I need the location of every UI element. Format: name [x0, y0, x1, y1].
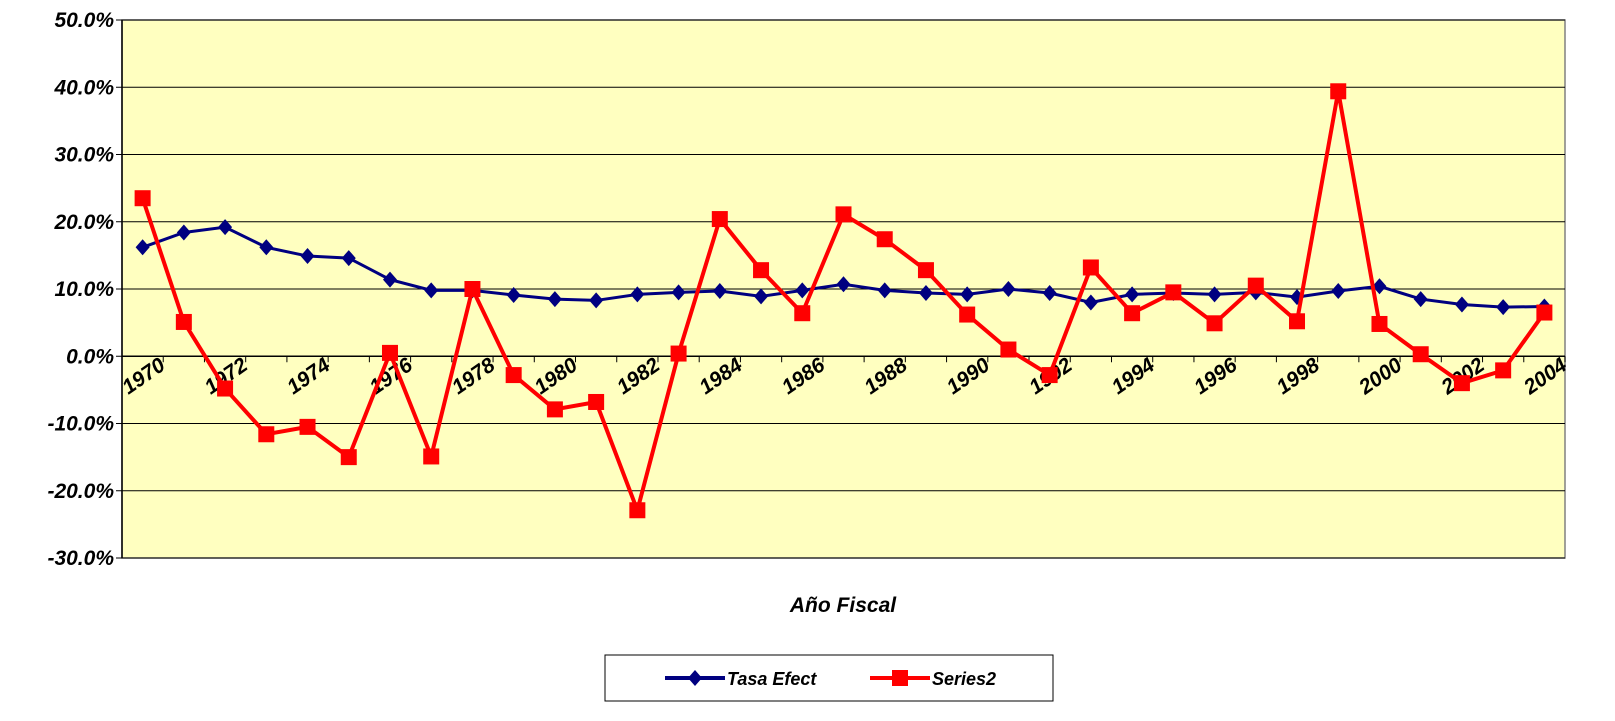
point [424, 282, 439, 299]
point [1536, 304, 1553, 321]
point [134, 190, 151, 207]
point [218, 219, 233, 236]
point [589, 292, 604, 309]
y-tick-label: -20.0% [47, 480, 114, 503]
point [300, 248, 315, 265]
point [1371, 315, 1388, 332]
point [1165, 284, 1182, 301]
point [259, 239, 274, 256]
point [1413, 291, 1428, 308]
point [1247, 277, 1264, 294]
point [464, 281, 481, 297]
point [382, 271, 397, 288]
point [1412, 346, 1429, 363]
point [960, 286, 975, 303]
point [711, 211, 728, 228]
point [588, 393, 605, 410]
point [1083, 294, 1098, 311]
y-tick-label: 40.0% [53, 76, 114, 99]
point [547, 291, 562, 308]
point [918, 285, 933, 302]
point [423, 448, 440, 465]
point [217, 380, 234, 397]
point [629, 502, 646, 519]
legend-label: Tasa Efect [727, 669, 817, 689]
point [1124, 305, 1141, 322]
y-tick-label: 20.0% [53, 211, 114, 234]
point [877, 282, 892, 299]
point [917, 262, 934, 279]
point [1041, 367, 1058, 384]
y-tick-label: -10.0% [47, 413, 114, 436]
point [506, 287, 521, 304]
point [340, 449, 357, 466]
y-tick-label: 0.0% [66, 345, 114, 368]
point [753, 262, 770, 279]
point [712, 283, 727, 300]
point [258, 426, 275, 443]
point [1454, 296, 1469, 313]
point [1372, 278, 1387, 295]
point [670, 345, 687, 362]
point [1207, 286, 1222, 303]
point [381, 344, 398, 361]
y-tick-label: 10.0% [54, 278, 114, 301]
point [176, 224, 191, 241]
point [341, 250, 356, 267]
point [505, 367, 522, 384]
point [1453, 375, 1470, 392]
y-tick-label: 30.0% [54, 144, 114, 167]
point [1000, 341, 1017, 358]
y-tick-label: 50.0% [54, 9, 114, 32]
point [630, 286, 645, 303]
point [794, 305, 811, 322]
point [1125, 286, 1140, 303]
x-axis-title: Año Fiscal [789, 594, 897, 617]
point [1082, 259, 1099, 276]
legend-label: Series2 [932, 669, 996, 689]
point [1330, 83, 1347, 100]
point [546, 401, 563, 418]
point [876, 231, 893, 248]
point [836, 276, 851, 293]
point [1289, 313, 1306, 330]
point [1496, 299, 1511, 316]
point [835, 206, 852, 223]
y-tick-label: -30.0% [47, 547, 114, 570]
point [959, 306, 976, 323]
point [688, 670, 702, 686]
point [795, 282, 810, 299]
point [175, 313, 192, 330]
point [1331, 283, 1346, 300]
point [1495, 362, 1512, 379]
point [892, 670, 908, 686]
point [299, 418, 316, 435]
point [1206, 315, 1223, 332]
point [754, 288, 769, 305]
point [671, 284, 686, 301]
point [135, 239, 150, 256]
point [1001, 281, 1016, 297]
point [1042, 285, 1057, 302]
